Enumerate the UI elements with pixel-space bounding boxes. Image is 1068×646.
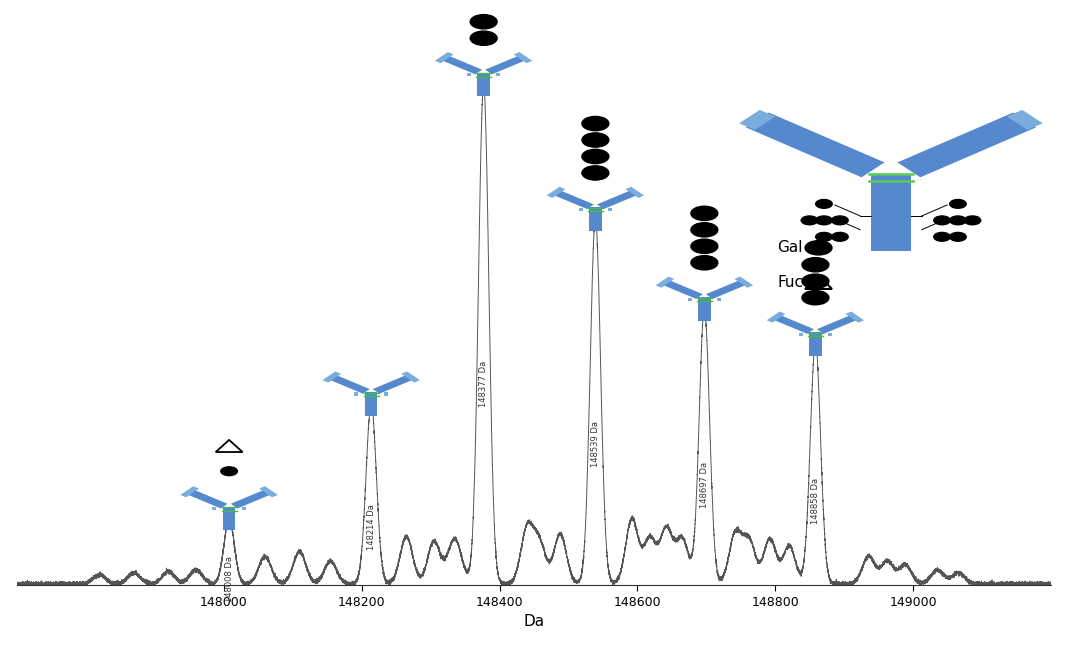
- Polygon shape: [897, 112, 1036, 177]
- Circle shape: [691, 206, 718, 220]
- Text: 148377 Da: 148377 Da: [480, 361, 488, 407]
- Polygon shape: [485, 56, 527, 74]
- Circle shape: [691, 256, 718, 270]
- Polygon shape: [323, 371, 341, 382]
- Circle shape: [801, 216, 818, 225]
- Polygon shape: [514, 52, 533, 63]
- Circle shape: [949, 200, 967, 208]
- Polygon shape: [661, 280, 703, 299]
- Circle shape: [470, 15, 497, 29]
- Polygon shape: [656, 276, 674, 287]
- FancyBboxPatch shape: [829, 333, 832, 336]
- Circle shape: [691, 223, 718, 237]
- Circle shape: [964, 216, 980, 225]
- FancyBboxPatch shape: [365, 392, 377, 415]
- Text: 148539 Da: 148539 Da: [591, 421, 600, 468]
- FancyBboxPatch shape: [698, 297, 710, 320]
- FancyBboxPatch shape: [799, 333, 803, 336]
- Circle shape: [582, 116, 609, 130]
- Text: 148214 Da: 148214 Da: [366, 505, 376, 550]
- Polygon shape: [547, 187, 565, 198]
- Polygon shape: [767, 311, 785, 323]
- Circle shape: [933, 233, 951, 241]
- Polygon shape: [231, 490, 272, 508]
- FancyBboxPatch shape: [355, 392, 359, 395]
- Circle shape: [933, 216, 951, 225]
- Polygon shape: [626, 187, 644, 198]
- Polygon shape: [597, 190, 639, 209]
- Polygon shape: [1007, 110, 1042, 130]
- Polygon shape: [772, 315, 814, 334]
- FancyBboxPatch shape: [223, 506, 235, 530]
- Circle shape: [816, 200, 832, 208]
- Polygon shape: [735, 276, 753, 287]
- Circle shape: [832, 233, 848, 241]
- Circle shape: [949, 216, 967, 225]
- FancyBboxPatch shape: [384, 392, 388, 395]
- Text: 148008 Da: 148008 Da: [224, 556, 234, 602]
- FancyBboxPatch shape: [718, 298, 721, 301]
- Circle shape: [470, 31, 497, 45]
- Circle shape: [949, 233, 967, 241]
- X-axis label: Da: Da: [523, 614, 545, 629]
- Circle shape: [832, 216, 848, 225]
- Text: 148697 Da: 148697 Da: [700, 462, 709, 508]
- Polygon shape: [846, 311, 864, 323]
- Polygon shape: [186, 490, 227, 508]
- Circle shape: [221, 467, 237, 475]
- FancyBboxPatch shape: [608, 208, 612, 211]
- FancyBboxPatch shape: [579, 208, 582, 211]
- Polygon shape: [817, 315, 859, 334]
- FancyBboxPatch shape: [590, 207, 601, 231]
- Polygon shape: [706, 280, 748, 299]
- Polygon shape: [402, 371, 420, 382]
- FancyBboxPatch shape: [477, 72, 490, 96]
- Polygon shape: [441, 56, 482, 74]
- Circle shape: [802, 274, 829, 288]
- Polygon shape: [373, 375, 414, 393]
- FancyBboxPatch shape: [467, 73, 471, 76]
- FancyBboxPatch shape: [871, 174, 911, 251]
- Circle shape: [816, 233, 832, 241]
- Circle shape: [691, 239, 718, 253]
- Text: Gal: Gal: [778, 240, 803, 255]
- FancyBboxPatch shape: [497, 73, 501, 76]
- Polygon shape: [180, 486, 199, 497]
- Polygon shape: [260, 486, 278, 497]
- Text: Fuc: Fuc: [778, 275, 803, 290]
- FancyBboxPatch shape: [242, 507, 246, 510]
- Circle shape: [805, 241, 832, 255]
- FancyBboxPatch shape: [688, 298, 692, 301]
- Circle shape: [816, 216, 832, 225]
- Circle shape: [802, 258, 829, 272]
- Circle shape: [582, 166, 609, 180]
- FancyBboxPatch shape: [810, 332, 821, 356]
- Circle shape: [582, 149, 609, 163]
- Polygon shape: [745, 112, 884, 177]
- Polygon shape: [435, 52, 454, 63]
- Circle shape: [582, 133, 609, 147]
- Polygon shape: [739, 110, 775, 130]
- Polygon shape: [552, 190, 594, 209]
- Polygon shape: [328, 375, 370, 393]
- Text: 148858 Da: 148858 Da: [811, 477, 820, 524]
- Circle shape: [802, 291, 829, 305]
- FancyBboxPatch shape: [213, 507, 217, 510]
